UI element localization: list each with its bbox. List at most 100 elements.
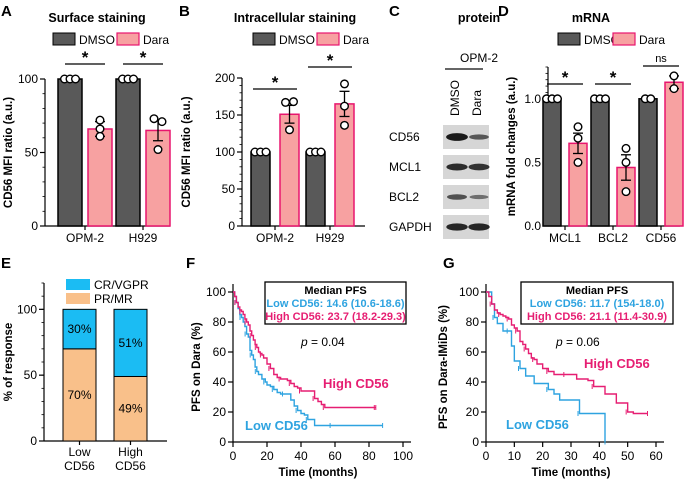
significance-marker: * (610, 68, 617, 87)
median-pfs-box (520, 281, 674, 325)
p-value-text: = 0.06 (563, 335, 600, 349)
data-point (149, 114, 159, 124)
significance-marker: * (82, 48, 89, 67)
legend-label-dmso: DMSO (279, 33, 315, 47)
y-tick-label: 150 (215, 108, 235, 122)
x-tick-label: H929 (129, 231, 158, 245)
legend-label-dmso: DMSO (79, 33, 115, 47)
bar-value-label: 30% (67, 322, 91, 336)
y-tick-label: 50 (222, 182, 236, 196)
blot-band-mcl1-dara (468, 163, 490, 171)
y-axis-label: mRNA fold changes (a.u.) (506, 77, 518, 217)
data-point (340, 101, 350, 111)
legend-swatch-pr-mr (66, 293, 90, 304)
y-tick-label: 100 (215, 145, 235, 159)
p-value: p = 0.04 (300, 335, 345, 349)
panel-b-chart: Intracellular staining DMSO Dara 0 50 100 150 2… (181, 11, 369, 245)
km-curve-low-cd56 (486, 291, 606, 442)
blot-band-gapdh-dmso (446, 223, 468, 231)
median-pfs-box (264, 281, 407, 325)
panel-label-c: C (389, 3, 400, 20)
bar-value-label: 51% (118, 336, 142, 350)
lane-label-dmso: DMSO (448, 80, 462, 116)
y-tick-label: 60 (466, 345, 480, 359)
x-tick-label: 20 (260, 449, 274, 463)
blot-row-label-cd56: CD56 (389, 130, 420, 144)
y-tick-label: 100 (18, 72, 38, 86)
legend-swatch-cr-vgpr (66, 279, 90, 290)
chart-title: mRNA (572, 11, 610, 25)
bar-dara-opm-2 (87, 128, 113, 227)
bar-dmso-h929 (305, 151, 326, 227)
y-tick-label: 50 (25, 146, 39, 160)
x-tick-label: CD56 (115, 459, 146, 473)
legend-swatch-dara (316, 32, 340, 46)
blot-band-gapdh-dara (468, 223, 490, 231)
data-point (553, 94, 563, 104)
data-point (281, 97, 291, 107)
data-point (261, 147, 271, 157)
data-point (340, 120, 350, 130)
bar-dara-mcl1 (568, 142, 588, 227)
legend-label-dmso: DMSO (584, 33, 620, 47)
x-tick-label: 0 (230, 449, 237, 463)
blot-band-cd56-dara (469, 134, 489, 140)
chart-title: Intracellular staining (234, 11, 356, 25)
y-tick-label: 100 (206, 285, 226, 299)
x-tick-label: 10 (508, 449, 522, 463)
x-tick-label: MCL1 (549, 231, 581, 245)
x-tick-label: 100 (393, 449, 413, 463)
panel-label-a: A (1, 3, 12, 20)
y-axis-label: CD56 MFI ratio (a.u.) (181, 96, 193, 207)
y-axis-label: PFS on Dara-IMiDs (%) (438, 305, 450, 429)
x-tick-label: 60 (328, 449, 342, 463)
y-tick-label: 80 (466, 315, 480, 329)
x-tick-label: 0 (483, 449, 490, 463)
x-axis-label: Time (months) (278, 467, 357, 479)
cell-line-label: OPM-2 (460, 51, 498, 65)
x-tick-label: 50 (621, 449, 635, 463)
panel-label-b: B (179, 3, 190, 20)
panel-f-chart: 0 20 40 60 80 100 0 20 40 60 80 100 Time (months) PFS… (191, 281, 413, 479)
legend-label-pr-mr: PR/MR (94, 292, 133, 306)
y-tick-label: 200 (215, 71, 235, 85)
y-tick-label: 0.5 (524, 155, 541, 169)
x-tick-label: OPM-2 (256, 231, 294, 245)
x-tick-label: 20 (536, 449, 550, 463)
y-tick-label: 20 (466, 405, 480, 419)
y-tick-label: 20 (213, 405, 227, 419)
km-curve-low-cd56 (233, 291, 383, 427)
significance-marker: ns (655, 53, 667, 65)
data-point (95, 131, 105, 141)
lane-label-dara: Dara (470, 90, 484, 116)
panel-d-chart: mRNA DMSO Dara 0.0 0.5 1.0 mRNA fold changes (… (506, 11, 684, 245)
x-tick-label: 80 (362, 449, 376, 463)
y-tick-label: 80 (213, 315, 227, 329)
bar-dara-cd56 (664, 81, 684, 227)
data-point (340, 79, 350, 89)
data-point (289, 97, 299, 107)
blot-band-bcl2-dmso (447, 194, 467, 200)
y-tick-label: 60 (213, 345, 227, 359)
y-axis-label: CD56 MFI ratio (a.u.) (3, 97, 15, 208)
bar-cr-vgpr-0 (62, 308, 97, 350)
data-point (573, 133, 583, 143)
legend-swatch-dmso (557, 32, 581, 46)
data-point (646, 94, 656, 104)
data-point (153, 145, 163, 155)
x-tick-label: 60 (649, 449, 663, 463)
data-point (70, 74, 80, 84)
legend-swatch-dmso (52, 32, 76, 46)
panel-g-chart: 0 20 40 60 80 100 0 10 20 30 40 50 60 Time (months) PF… (438, 281, 674, 479)
legend-label-dara: Dara (639, 33, 665, 47)
median-pfs-high: High CD56: 21.1 (11.4-30.9) (527, 311, 667, 323)
y-tick-label: 0 (219, 435, 226, 449)
km-curve-high-cd56 (486, 291, 648, 415)
median-pfs-title: Median PFS (304, 285, 366, 297)
data-point (128, 74, 138, 84)
y-tick-label: 0 (30, 434, 37, 448)
x-tick-label: CD56 (646, 231, 677, 245)
bar-dmso-opm-2 (250, 151, 271, 227)
